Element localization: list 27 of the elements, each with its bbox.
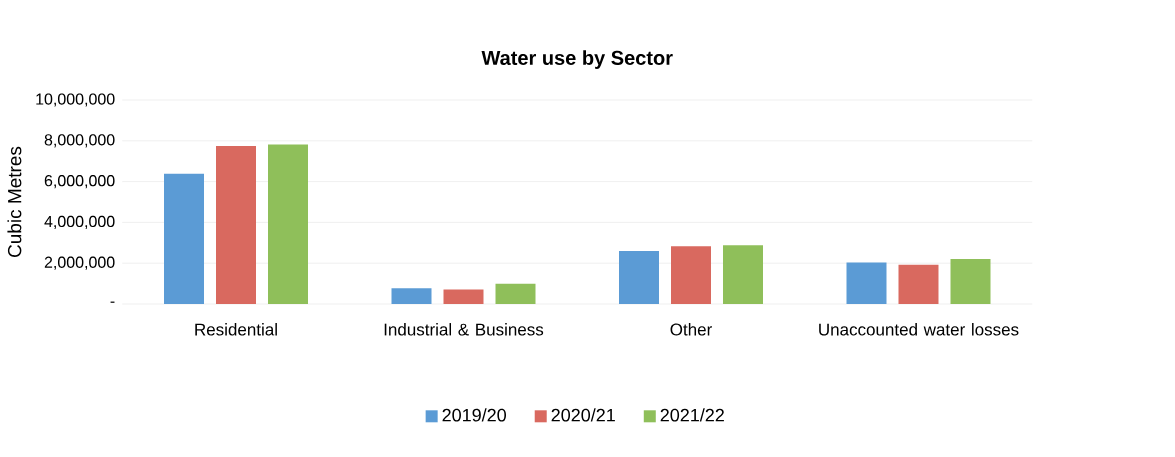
bar — [443, 289, 484, 305]
y-tick-label: - — [110, 301, 115, 303]
bar — [723, 245, 763, 305]
bar — [268, 144, 308, 305]
y-axis-title: Cubic Metres — [7, 146, 22, 257]
y-tick-label: 8,000,000 — [44, 134, 115, 148]
x-tick-label: Residential — [195, 323, 277, 336]
bar — [216, 146, 256, 305]
bar — [846, 262, 887, 305]
chart-title: Water use by Sector — [481, 50, 673, 69]
y-tick-label: 6,000,000 — [44, 175, 115, 189]
y-tick-label: 10,000,000 — [36, 93, 115, 107]
bar — [950, 258, 991, 305]
x-tick-label: Industrial & Business — [384, 323, 544, 336]
x-tick-label: Other — [670, 323, 712, 336]
bar — [898, 264, 939, 305]
y-tick-label: 4,000,000 — [44, 215, 115, 230]
bar — [164, 173, 205, 305]
bar — [671, 246, 711, 305]
bar — [391, 288, 432, 305]
legend-label: 2019/20 — [442, 408, 507, 422]
x-tick-label: Unaccounted water losses — [819, 323, 1019, 336]
bar — [495, 283, 536, 305]
legend-label: 2020/21 — [551, 408, 615, 422]
bar — [619, 250, 659, 305]
y-tick-label: 2,000,000 — [44, 256, 115, 270]
legend-label: 2021/22 — [660, 408, 724, 422]
